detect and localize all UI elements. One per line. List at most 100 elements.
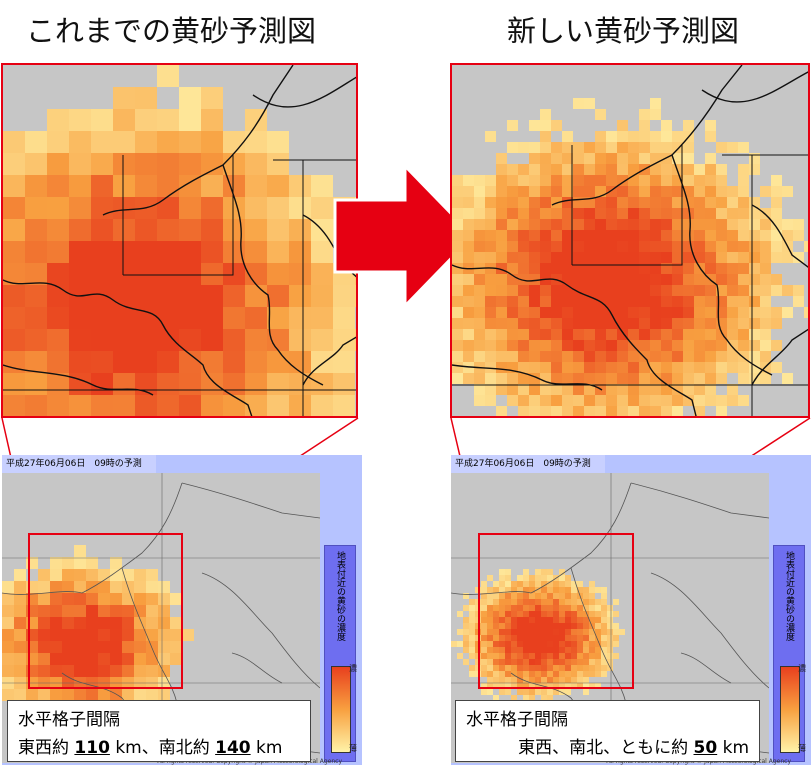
dust-cell	[562, 274, 573, 285]
dust-cell	[523, 653, 529, 659]
dust-cell	[628, 318, 639, 329]
dust-cell	[547, 671, 553, 677]
dust-cell	[474, 329, 485, 340]
dust-cell	[584, 362, 595, 373]
dust-cell	[3, 307, 25, 329]
dust-cell	[617, 208, 628, 219]
dust-cell	[474, 208, 485, 219]
dust-cell	[583, 593, 589, 599]
dust-cell	[518, 285, 529, 296]
dust-cell	[606, 329, 617, 340]
grid-spacing-box-new: 水平格子間隔 東西、南北、ともに約 50 km	[455, 700, 760, 762]
dust-cell	[683, 164, 694, 175]
dust-cell	[727, 219, 738, 230]
dust-cell	[683, 373, 694, 384]
dust-cell	[485, 373, 496, 384]
dust-cell	[589, 611, 595, 617]
dust-cell	[565, 581, 571, 587]
dust-cell	[529, 329, 540, 340]
dust-cell	[496, 296, 507, 307]
dust-cell	[559, 605, 565, 611]
dust-cell	[749, 230, 760, 241]
dust-cell	[683, 252, 694, 263]
dust-cell	[487, 575, 493, 581]
dust-cell	[452, 186, 463, 197]
dust-cell	[553, 677, 559, 683]
dust-cell	[595, 647, 601, 653]
dust-cell	[617, 120, 628, 131]
dust-cell	[628, 307, 639, 318]
dust-cell	[289, 197, 311, 219]
dust-cell	[595, 307, 606, 318]
dust-cell	[289, 175, 311, 197]
dust-cell	[716, 252, 727, 263]
dust-cell	[573, 373, 584, 384]
mini-dust-grid-new	[451, 569, 625, 707]
dust-cell	[25, 219, 47, 241]
dust-cell	[628, 373, 639, 384]
dust-cell	[606, 296, 617, 307]
dust-cell	[529, 683, 535, 689]
dust-cell	[517, 599, 523, 605]
dust-cell	[179, 395, 201, 416]
dust-cell	[223, 241, 245, 263]
dust-cell	[577, 683, 583, 689]
dust-cell	[672, 406, 683, 416]
dust-cell	[650, 340, 661, 351]
dust-cell	[650, 98, 661, 109]
dust-cell	[452, 230, 463, 241]
dust-cell	[595, 653, 601, 659]
dust-cell	[584, 208, 595, 219]
dust-cell	[485, 208, 496, 219]
dust-cell	[606, 340, 617, 351]
dust-cell	[601, 653, 607, 659]
dust-cell	[267, 219, 289, 241]
dust-cell	[74, 641, 86, 653]
dust-cell	[518, 406, 529, 416]
dust-cell	[571, 659, 577, 665]
dust-cell	[584, 395, 595, 406]
dust-cell	[727, 186, 738, 197]
dust-cell	[517, 677, 523, 683]
dust-cell	[535, 611, 541, 617]
dust-cell	[583, 611, 589, 617]
dust-cell	[2, 581, 14, 593]
dust-cell	[617, 153, 628, 164]
dust-cell	[573, 164, 584, 175]
dust-cell	[771, 362, 782, 373]
dust-cell	[613, 599, 619, 605]
dust-cell	[601, 647, 607, 653]
dust-cell	[223, 351, 245, 373]
dust-cell	[38, 665, 50, 677]
dust-cell	[452, 296, 463, 307]
dust-cell	[551, 329, 562, 340]
dust-cell	[760, 252, 771, 263]
dust-cell	[562, 373, 573, 384]
dust-cell	[69, 395, 91, 416]
dust-cell	[481, 629, 487, 635]
dust-cell	[505, 635, 511, 641]
zoom-map-old-svg	[3, 65, 356, 416]
dust-cell	[540, 131, 551, 142]
dust-cell	[481, 587, 487, 593]
dust-cell	[47, 263, 69, 285]
dust-cell	[535, 569, 541, 575]
dust-cell	[606, 318, 617, 329]
dust-cell	[694, 406, 705, 416]
dust-cell	[485, 340, 496, 351]
ns-value: 140	[215, 738, 251, 758]
dust-cell	[716, 241, 727, 252]
dust-cell	[91, 175, 113, 197]
dust-cell	[47, 197, 69, 219]
dust-cell	[606, 186, 617, 197]
dust-cell	[541, 575, 547, 581]
dust-cell	[493, 653, 499, 659]
dust-cell	[496, 230, 507, 241]
dust-cell	[474, 384, 485, 395]
dust-cell	[650, 351, 661, 362]
dust-cell	[505, 629, 511, 635]
dust-cell	[573, 197, 584, 208]
dust-cell	[540, 230, 551, 241]
dust-cell	[639, 131, 650, 142]
dust-cell	[617, 296, 628, 307]
